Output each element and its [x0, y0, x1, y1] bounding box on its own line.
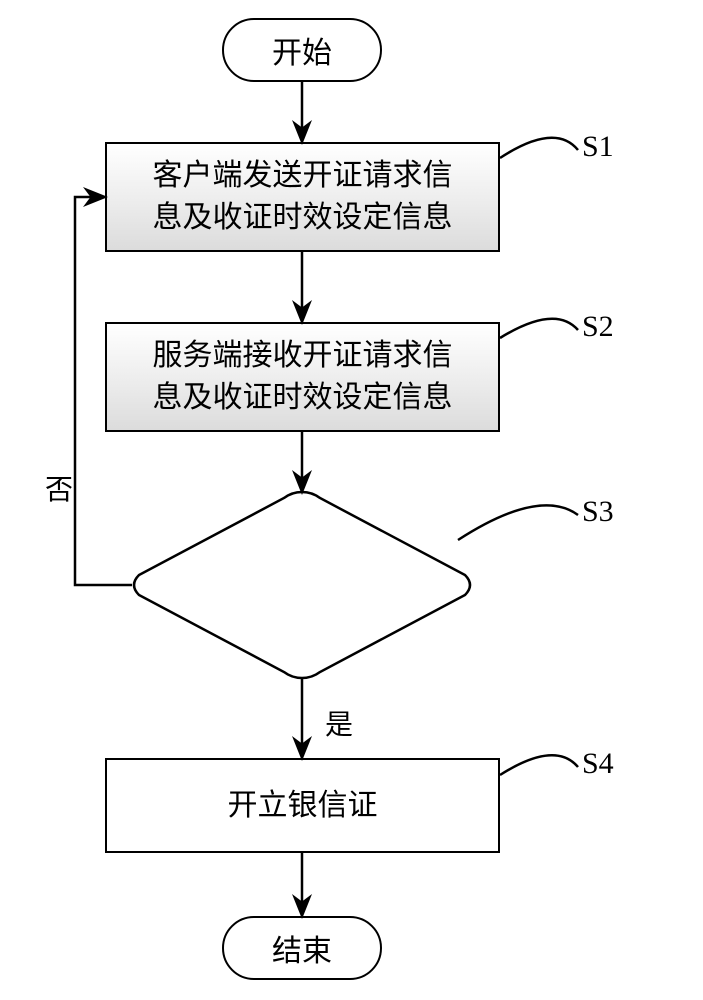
start-node: 开始 [222, 18, 382, 82]
label-curve-s2 [500, 319, 578, 338]
edge-label-no: 否 [45, 468, 73, 508]
process-s2-text: 服务端接收开证请求信 息及收证时效设定信息 [153, 335, 453, 419]
process-s4: 开立银信证 [105, 758, 500, 853]
step-label-s2: S2 [582, 310, 614, 344]
label-curve-s3 [458, 505, 578, 540]
step-label-s4: S4 [582, 747, 614, 781]
process-s2: 服务端接收开证请求信 息及收证时效设定信息 [105, 322, 500, 432]
edge-label-yes: 是 [325, 703, 353, 743]
start-text: 开始 [272, 28, 332, 72]
process-s4-text: 开立银信证 [228, 785, 378, 827]
end-node: 结束 [222, 916, 382, 980]
process-s1: 客户端发送开证请求信 息及收证时效设定信息 [105, 142, 500, 252]
end-text: 结束 [272, 926, 332, 970]
step-label-s3: S3 [582, 495, 614, 529]
step-label-s1: S1 [582, 130, 614, 164]
decision-s3-text: 履约时效设定信 息是否正确 [165, 548, 440, 632]
label-curve-s1 [500, 138, 578, 158]
label-curve-s4 [500, 755, 578, 775]
process-s1-text: 客户端发送开证请求信 息及收证时效设定信息 [153, 155, 453, 239]
